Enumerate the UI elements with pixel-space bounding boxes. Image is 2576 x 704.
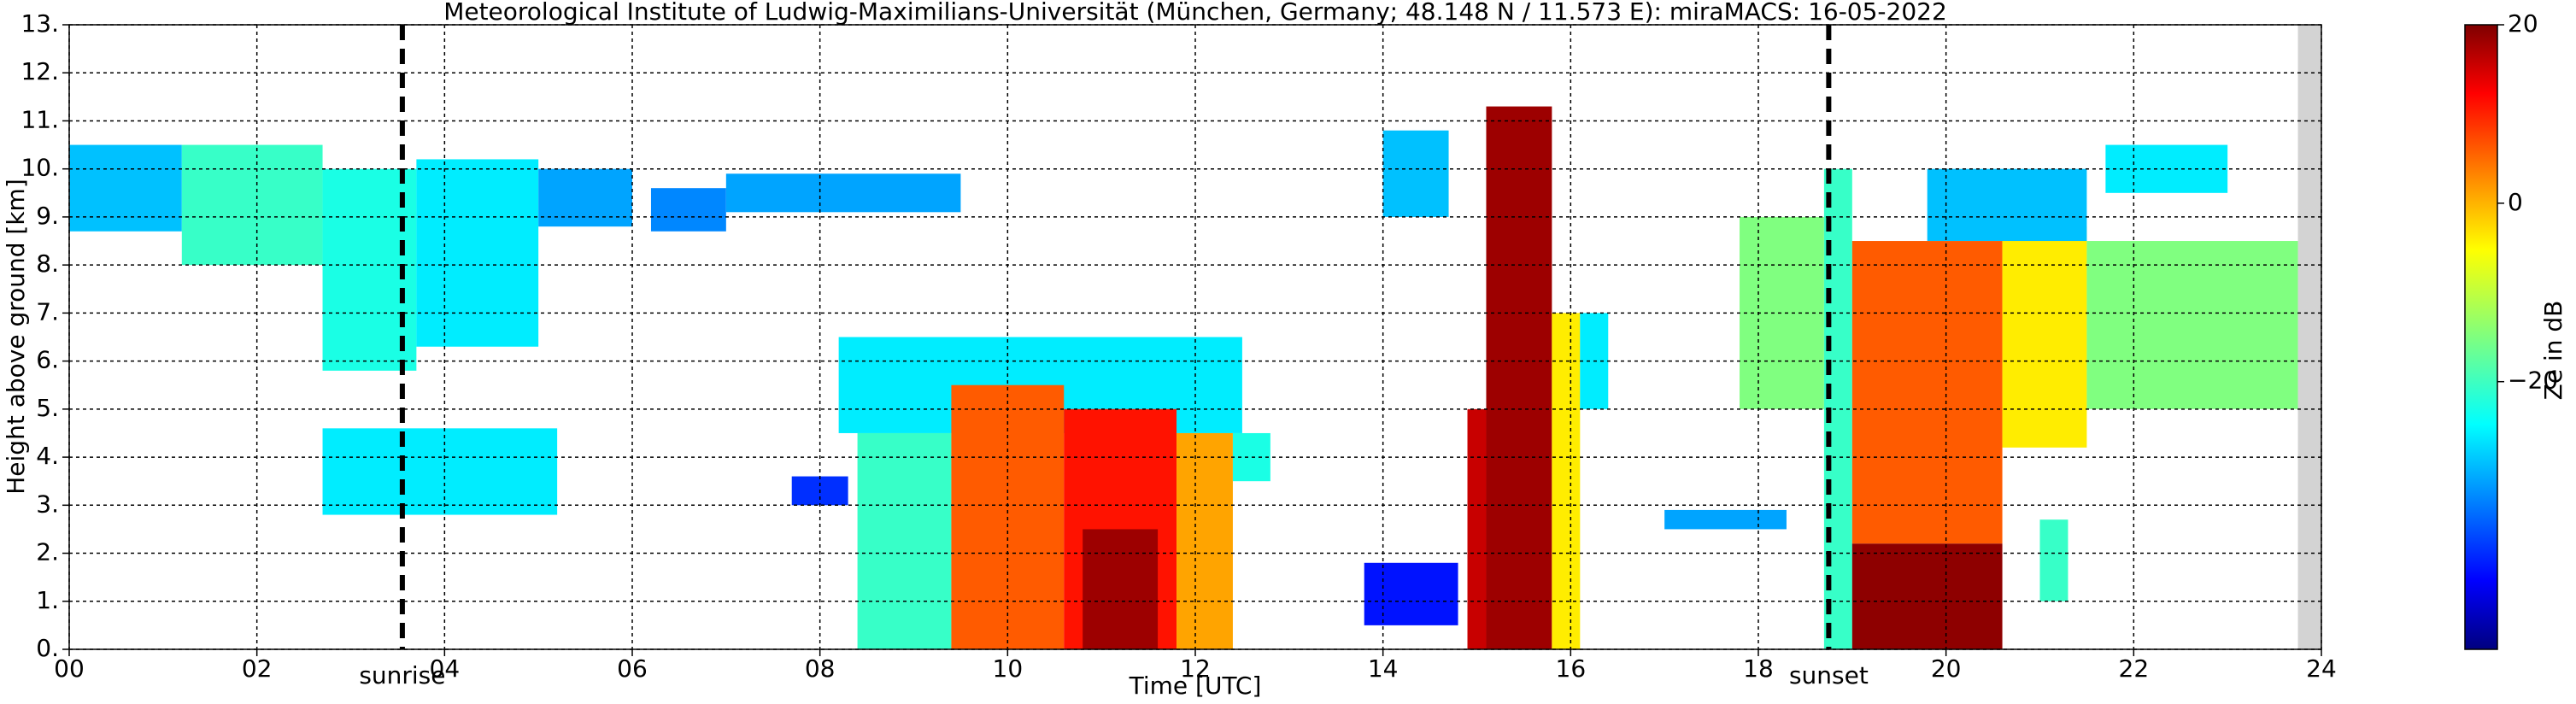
x-tick-label: 06: [617, 654, 648, 683]
y-tick-label: 2.: [36, 538, 59, 566]
radar-cell: [2086, 241, 2298, 409]
x-tick-label: 24: [2306, 654, 2337, 683]
radar-cell: [725, 173, 961, 213]
y-tick-label: 3.: [36, 490, 59, 518]
colorbar-tick-label: −20: [2508, 367, 2558, 395]
y-tick-label: 11.: [21, 105, 59, 133]
x-tick-label: 00: [54, 654, 85, 683]
y-tick-label: 10.: [21, 154, 59, 182]
no-data-region: [2297, 25, 2321, 649]
x-tick-label: 10: [993, 654, 1024, 683]
y-tick-label: 8.: [36, 249, 59, 278]
colorbar-label: Ze in dB: [2539, 301, 2567, 401]
radar-cell: [1552, 313, 1581, 649]
radar-cell: [181, 144, 323, 266]
radar-cell: [1177, 432, 1233, 649]
x-tick-label: 16: [1556, 654, 1587, 683]
x-tick-label: 20: [1931, 654, 1962, 683]
radar-cell: [416, 159, 539, 347]
y-tick-label: 9.: [36, 202, 59, 230]
radar-cell: [322, 428, 558, 515]
radar-cell: [1851, 241, 2003, 544]
radar-cell: [1382, 130, 1449, 217]
annotation-label: sunrise: [359, 661, 445, 689]
colorbar-tick-label: 20: [2508, 9, 2538, 38]
y-axis-label: Height above ground [km]: [2, 179, 30, 495]
radar-cell: [1083, 529, 1159, 649]
x-tick-label: 12: [1180, 654, 1211, 683]
y-tick-label: 12.: [21, 57, 59, 85]
y-tick-label: 0.: [36, 634, 59, 662]
y-tick-label: 7.: [36, 297, 59, 326]
plot-frame: [68, 24, 2322, 650]
colorbar-tick-label: 0: [2508, 188, 2523, 216]
radar-cell: [2039, 519, 2068, 601]
y-tick-label: 5.: [36, 394, 59, 422]
radar-cell: [1486, 106, 1552, 650]
radar-cell: [69, 144, 182, 232]
radar-cell: [1467, 408, 1487, 649]
radar-cell: [2105, 144, 2228, 193]
x-tick-label: 14: [1368, 654, 1399, 683]
radar-cell: [1664, 509, 1787, 530]
radar-cell: [1851, 543, 2003, 649]
y-tick-label: 6.: [36, 346, 59, 374]
x-tick-label: 18: [1743, 654, 1774, 683]
colorbar-frame: [2464, 24, 2498, 650]
x-tick-label: 02: [242, 654, 273, 683]
radar-cell: [538, 168, 632, 227]
radar-cell: [857, 432, 952, 649]
radar-cell: [2002, 226, 2087, 448]
x-tick-label: 08: [805, 654, 836, 683]
radar-cell: [1927, 168, 2087, 242]
radar-cell: [650, 188, 726, 232]
annotation-label: sunset: [1789, 661, 1869, 689]
radar-cell: [1364, 562, 1458, 625]
y-tick-label: 4.: [36, 442, 59, 470]
x-tick-label: 04: [430, 654, 461, 683]
x-tick-label: 22: [2119, 654, 2150, 683]
y-tick-label: 1.: [36, 586, 59, 614]
chart-title: Meteorological Institute of Ludwig-Maxim…: [443, 0, 1947, 26]
x-axis-label: Time [UTC]: [1129, 672, 1262, 700]
colorbar: [2465, 25, 2497, 649]
y-tick-label: 13.: [21, 9, 59, 38]
